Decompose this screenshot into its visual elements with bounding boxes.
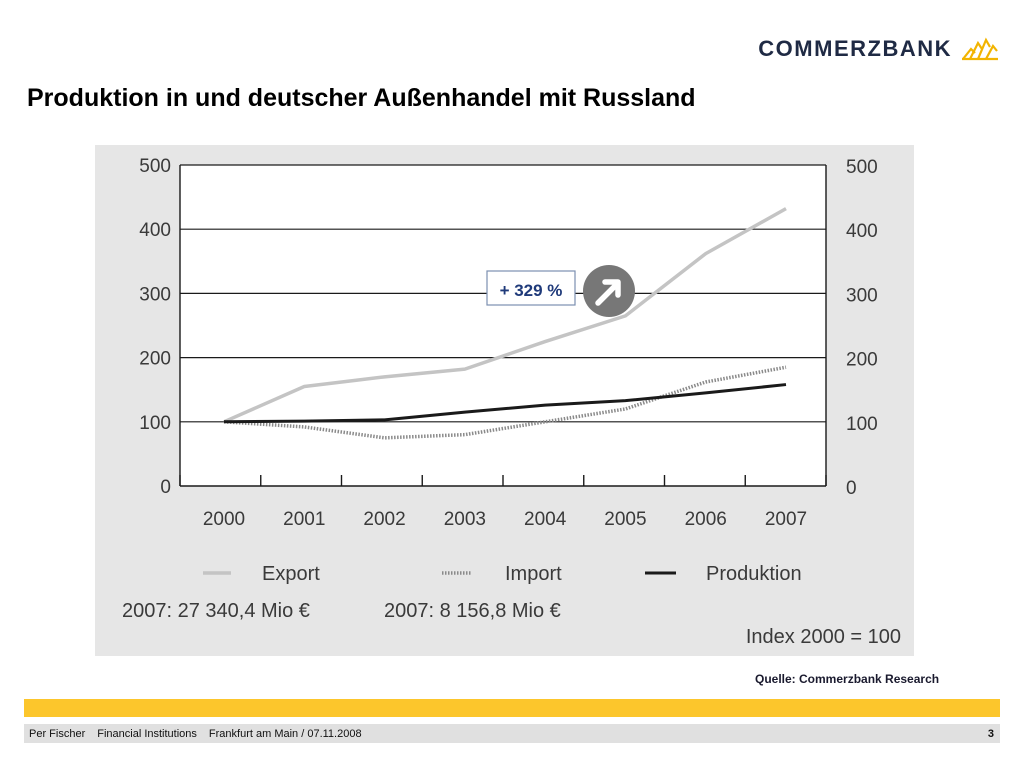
footer-author: Per Fischer [29,727,86,740]
y2-tick-label: 200 [846,350,878,371]
brand-name: COMMERZBANK [758,36,952,61]
brand: COMMERZBANK [758,36,1000,62]
x-tick-label: 2007 [765,509,807,530]
y-tick-label: 200 [139,349,171,370]
source-note: Quelle: Commerzbank Research [755,672,940,686]
y-tick-label: 500 [139,156,171,177]
footer-location-date: Frankfurt am Main / 07.11.2008 [208,727,362,740]
x-tick-label: 2004 [524,509,567,530]
note-index: Index 2000 = 100 [746,626,901,648]
series-line-import [223,365,787,440]
legend-label-produktion: Produktion [706,563,802,585]
y2-tick-label: 100 [846,414,878,435]
slide-title: Produktion in und deutscher Außenhandel … [27,84,696,112]
y2-tick-label: 400 [846,221,878,242]
y2-tick-label: 0 [846,478,857,499]
series-line-produktion [223,383,787,424]
plot-area [180,165,826,486]
note-export-2007: 2007: 27 340,4 Mio € [122,600,310,622]
x-tick-label: 2006 [685,509,727,530]
annotation-label: + 329 % [500,281,563,300]
note-import-2007: 2007: 8 156,8 Mio € [384,600,561,622]
y2-tick-label: 500 [846,157,878,178]
y-tick-label: 300 [139,284,171,305]
series-line-export [223,207,787,424]
legend-label-import: Import [505,563,562,585]
footer-bar: Per Fischer Financial Institutions Frank… [24,724,1000,743]
arrow-up-right-icon [595,279,621,306]
annotation-box [486,270,576,306]
y-tick-label: 0 [160,477,171,498]
x-tick-label: 2003 [444,509,486,530]
x-tick-label: 2001 [283,509,325,530]
y-tick-label: 400 [139,220,171,241]
line-chart: 0 0 100 100 200 200 300 300 400 400 500 500 2000 2001… [122,156,901,648]
legend-label-export: Export [262,563,320,585]
footer-department: Financial Institutions [97,727,197,740]
y2-tick-label: 300 [846,285,878,306]
commerzbank-logo-icon [962,37,998,61]
x-tick-label: 2002 [363,509,405,530]
x-tick-label: 2000 [203,509,245,530]
yellow-accent-bar [24,699,1000,717]
y-tick-label: 100 [139,413,171,434]
x-tick-label: 2005 [604,509,646,530]
page-number: 3 [987,727,994,740]
chart-panel: 0 0 100 100 200 200 300 300 400 400 500 500 2000 2001… [95,145,914,656]
